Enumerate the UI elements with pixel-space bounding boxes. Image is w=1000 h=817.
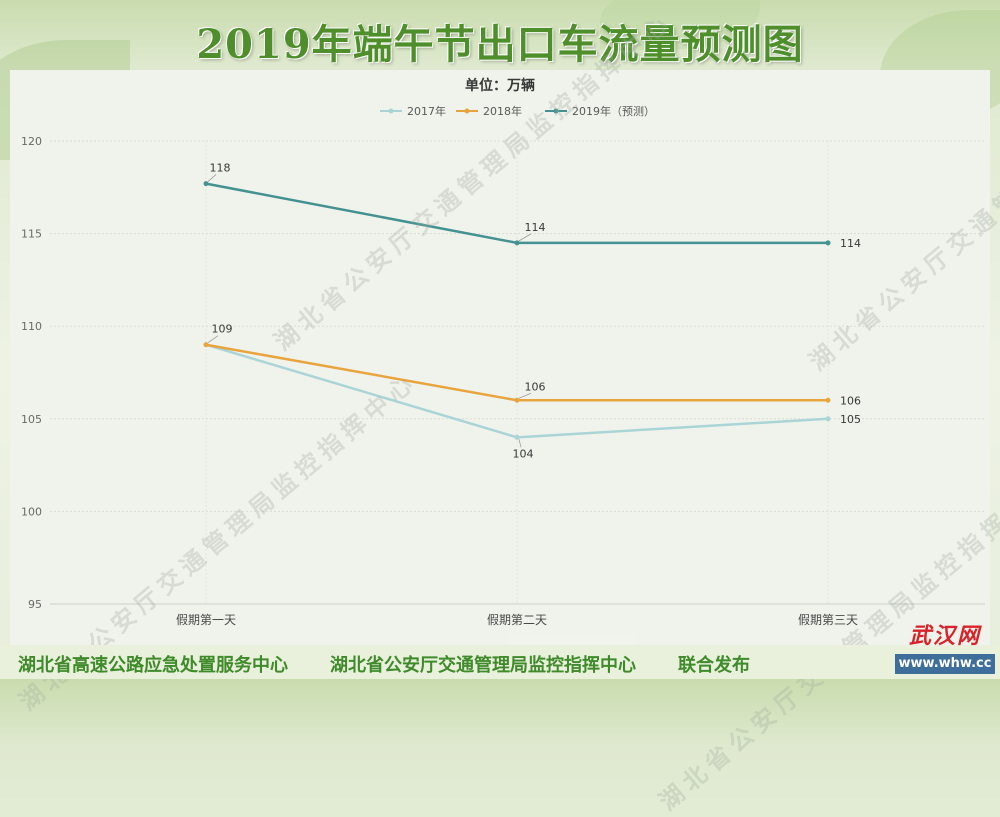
page-title: 2019年端午节出口车流量预测图 bbox=[196, 21, 804, 68]
y-tick-label: 100 bbox=[21, 505, 42, 518]
data-label: 106 bbox=[840, 394, 861, 407]
legend-label-1: 2018年 bbox=[483, 104, 522, 118]
data-point bbox=[825, 416, 831, 422]
footer-bar bbox=[0, 645, 1000, 679]
data-point bbox=[514, 397, 520, 403]
label-leader-line bbox=[518, 392, 532, 399]
data-label: 114 bbox=[525, 221, 546, 234]
data-point bbox=[825, 240, 831, 246]
site-logo[interactable]: 武汉网 www.whw.cc bbox=[895, 618, 995, 674]
line-chart: 单位：万辆 2017年 2018年 2019年（预测） 95 100 105 110 115 12… bbox=[21, 77, 985, 627]
x-tick-label: 假期第二天 bbox=[487, 613, 547, 627]
data-label: 106 bbox=[525, 380, 546, 393]
y-tick-label: 105 bbox=[21, 413, 42, 426]
label-leader-line bbox=[207, 174, 217, 182]
legend-marker-0 bbox=[388, 108, 394, 114]
chart-panel: 单位：万辆 2017年 2018年 2019年（预测） 95 100 105 110 115 12… bbox=[10, 6, 1000, 816]
label-leader-line bbox=[207, 335, 219, 344]
label-leader-line bbox=[518, 439, 522, 448]
y-tick-label: 110 bbox=[21, 320, 42, 333]
data-label: 109 bbox=[212, 323, 233, 336]
logo-name: 武汉网 bbox=[908, 623, 981, 649]
legend-marker-1 bbox=[464, 108, 470, 114]
footer-org-2: 湖北省公安厅交通管理局监控指挥中心 bbox=[330, 655, 636, 676]
data-label: 118 bbox=[210, 162, 231, 175]
y-tick-label: 115 bbox=[21, 228, 42, 241]
x-tick-label: 假期第一天 bbox=[176, 613, 236, 627]
label-leader-line bbox=[518, 233, 532, 242]
legend-label-0: 2017年 bbox=[407, 104, 446, 118]
y-tick-label: 95 bbox=[28, 598, 42, 611]
data-label: 114 bbox=[840, 237, 861, 250]
data-point bbox=[825, 397, 831, 403]
logo-url: www.whw.cc bbox=[895, 654, 995, 674]
legend-marker-2 bbox=[553, 108, 559, 114]
data-point bbox=[514, 434, 520, 440]
data-point bbox=[514, 240, 520, 246]
legend-label-2: 2019年（预测） bbox=[572, 104, 655, 118]
data-point bbox=[203, 181, 209, 187]
data-point bbox=[203, 342, 209, 348]
y-tick-label: 120 bbox=[21, 135, 42, 148]
data-label: 105 bbox=[840, 413, 861, 426]
x-tick-label: 假期第三天 bbox=[798, 613, 858, 627]
footer-org-1: 湖北省高速公路应急处置服务中心 bbox=[18, 655, 288, 676]
chart-subtitle: 单位：万辆 bbox=[465, 77, 535, 94]
data-label: 104 bbox=[513, 447, 534, 460]
footer-publish: 联合发布 bbox=[678, 655, 750, 676]
